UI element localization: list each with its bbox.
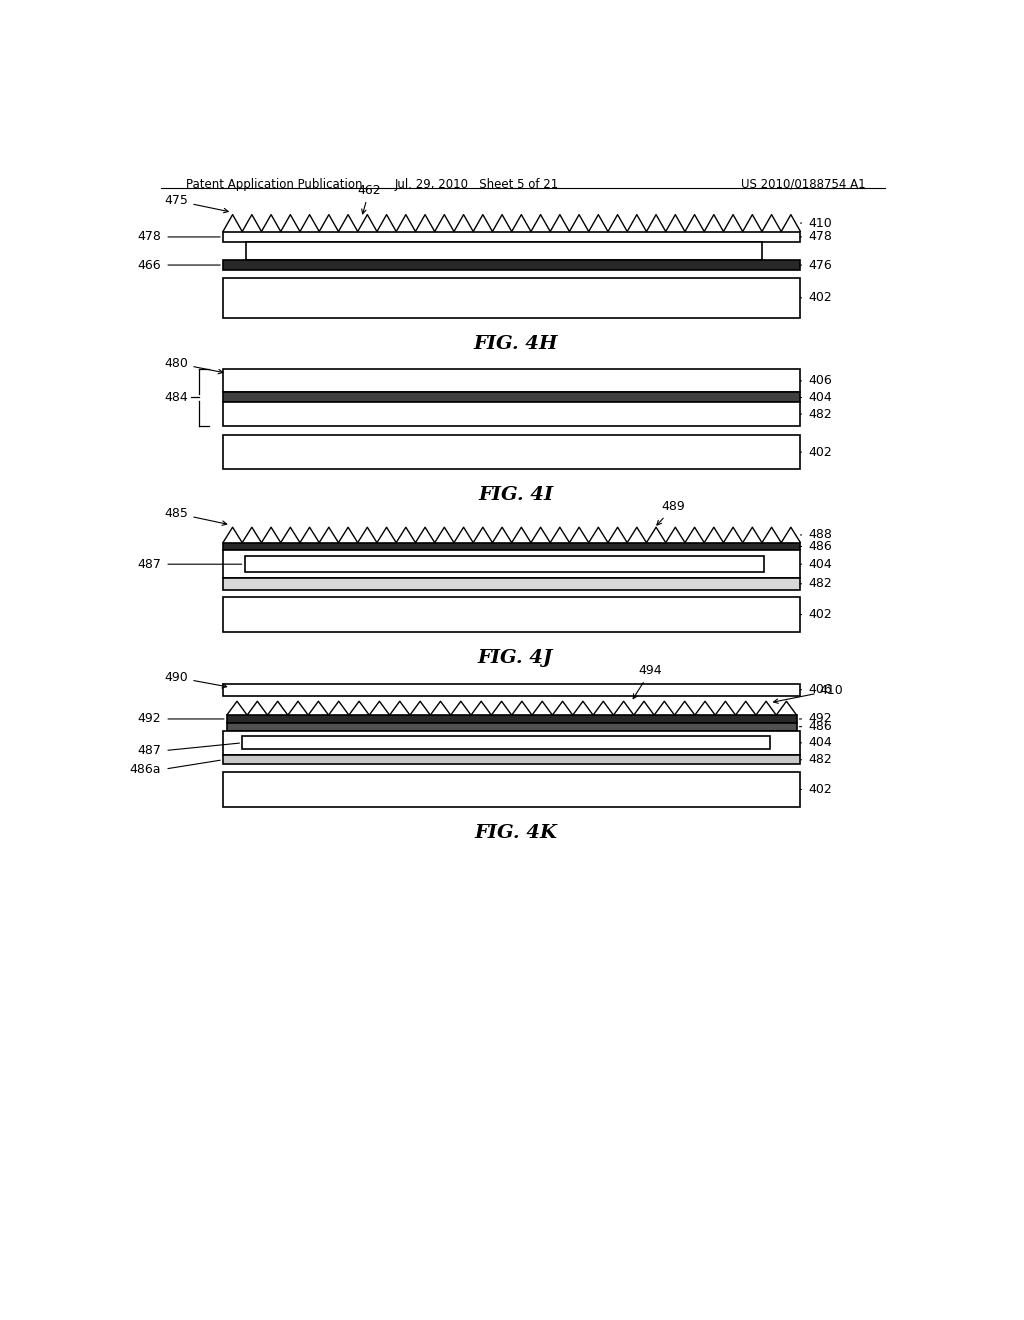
Bar: [226, 723, 797, 730]
Text: 410: 410: [773, 684, 844, 704]
Text: FIG. 4J: FIG. 4J: [478, 649, 553, 667]
Text: 484: 484: [165, 391, 188, 404]
Text: 494: 494: [633, 664, 663, 698]
Bar: [223, 578, 801, 590]
Text: 482: 482: [808, 408, 831, 421]
Bar: [223, 370, 801, 392]
Text: 406: 406: [808, 375, 831, 388]
Text: 462: 462: [357, 183, 381, 214]
Bar: [223, 403, 801, 425]
Bar: [223, 755, 801, 764]
Bar: [223, 231, 801, 243]
Text: 487: 487: [137, 744, 162, 758]
Text: 487: 487: [137, 557, 162, 570]
Text: 402: 402: [808, 446, 831, 458]
Text: 480: 480: [165, 356, 223, 374]
Text: 410: 410: [808, 216, 831, 230]
Text: 486: 486: [808, 721, 831, 733]
Text: 402: 402: [808, 292, 831, 305]
Text: 486: 486: [808, 540, 831, 553]
Bar: [245, 557, 764, 572]
Text: 492: 492: [808, 713, 831, 726]
Bar: [223, 434, 801, 470]
Text: FIG. 4I: FIG. 4I: [478, 487, 553, 504]
Text: 466: 466: [138, 259, 162, 272]
Text: 478: 478: [808, 231, 833, 243]
Text: 482: 482: [808, 577, 831, 590]
Text: 475: 475: [165, 194, 228, 213]
Text: 402: 402: [808, 783, 831, 796]
Bar: [246, 243, 762, 260]
Bar: [243, 737, 770, 750]
Text: 486a: 486a: [130, 763, 162, 776]
Text: 490: 490: [165, 671, 226, 688]
Bar: [223, 543, 801, 550]
Text: 478: 478: [137, 231, 162, 243]
Text: 404: 404: [808, 391, 831, 404]
Text: Patent Application Publication: Patent Application Publication: [186, 178, 362, 190]
Bar: [223, 550, 801, 578]
Bar: [226, 715, 797, 723]
Text: 489: 489: [656, 500, 686, 525]
Text: 406: 406: [808, 684, 831, 696]
Text: 488: 488: [808, 528, 833, 541]
Text: 404: 404: [808, 737, 831, 750]
Text: 492: 492: [138, 713, 162, 726]
Text: 482: 482: [808, 754, 831, 767]
Text: FIG. 4H: FIG. 4H: [473, 335, 558, 352]
Bar: [223, 598, 801, 632]
Text: FIG. 4K: FIG. 4K: [474, 824, 557, 842]
Text: Jul. 29, 2010   Sheet 5 of 21: Jul. 29, 2010 Sheet 5 of 21: [395, 178, 559, 190]
Bar: [223, 260, 801, 271]
Bar: [223, 684, 801, 696]
Text: 404: 404: [808, 557, 831, 570]
Text: 402: 402: [808, 609, 831, 622]
Text: US 2010/0188754 A1: US 2010/0188754 A1: [741, 178, 866, 190]
Text: 485: 485: [165, 507, 226, 525]
Text: 476: 476: [808, 259, 831, 272]
Bar: [223, 392, 801, 403]
Bar: [223, 772, 801, 807]
Bar: [223, 730, 801, 755]
Bar: [223, 277, 801, 318]
